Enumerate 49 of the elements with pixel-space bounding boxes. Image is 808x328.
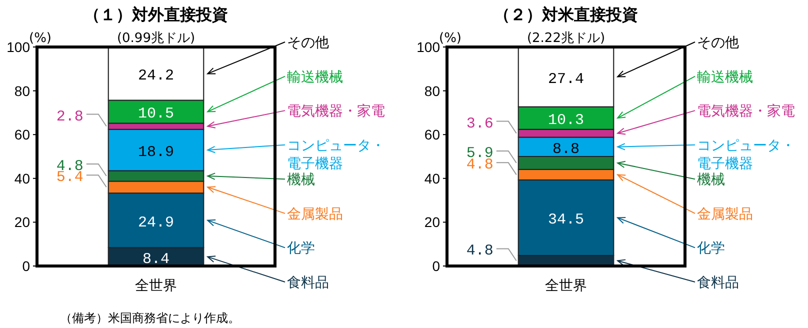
text: （備考）米国商務省により作成。 bbox=[60, 311, 240, 325]
data-label: 3.6 bbox=[466, 115, 494, 132]
chart-subtitle: (0.99兆ドル) bbox=[116, 31, 196, 46]
text: 食料品 bbox=[287, 275, 329, 291]
y-tick-label: 20 bbox=[14, 214, 30, 230]
data-label: 24.2 bbox=[138, 68, 174, 85]
text: 金属製品 bbox=[697, 206, 753, 222]
chart-title: （１）対外直接投資 bbox=[84, 5, 228, 24]
data-label: 24.9 bbox=[138, 214, 174, 232]
y-tick-label: 60 bbox=[14, 126, 30, 143]
text: 食料品 bbox=[697, 275, 739, 291]
text: 金属製品 bbox=[287, 206, 343, 222]
y-tick-label: 40 bbox=[424, 170, 440, 186]
text: 機械 bbox=[697, 172, 725, 188]
y-tick-label: 80 bbox=[424, 82, 440, 99]
data-label: 2.8 bbox=[56, 108, 84, 126]
y-tick-label: 20 bbox=[424, 214, 440, 230]
data-label: 10.3 bbox=[548, 112, 584, 130]
text: 電気機器・家電 bbox=[697, 104, 795, 120]
x-tick-label: 全世界 bbox=[545, 278, 587, 294]
data-label: 34.5 bbox=[548, 212, 584, 229]
text: コンピュータ・電子機器 bbox=[697, 138, 795, 172]
data-label: 27.4 bbox=[548, 70, 584, 88]
y-tick-label: 100 bbox=[6, 39, 30, 55]
text: 輸送機械 bbox=[697, 69, 753, 86]
data-label: 8.8 bbox=[552, 140, 580, 158]
y-tick-label: 60 bbox=[424, 126, 440, 143]
y-tick-label: 100 bbox=[416, 39, 440, 55]
chart-subtitle: (2.22兆ドル) bbox=[526, 31, 606, 46]
chart-title: （２）対米直接投資 bbox=[494, 5, 638, 24]
data-label: 10.5 bbox=[138, 106, 174, 123]
text: 電気機器・家電 bbox=[287, 104, 385, 120]
text: 機械 bbox=[287, 172, 315, 188]
text: その他 bbox=[697, 35, 739, 51]
text: 化学 bbox=[697, 240, 725, 257]
y-axis-title: (%) bbox=[439, 31, 462, 46]
y-axis-title: (%) bbox=[29, 31, 52, 46]
data-label: 4.8 bbox=[466, 242, 494, 260]
data-label: 8.4 bbox=[142, 250, 170, 268]
y-tick-label: 40 bbox=[14, 170, 30, 186]
data-label: 18.9 bbox=[138, 144, 174, 162]
y-tick-label: 80 bbox=[14, 82, 30, 99]
text: コンピュータ・電子機器 bbox=[287, 138, 385, 172]
text: その他 bbox=[287, 35, 329, 51]
x-tick-label: 全世界 bbox=[135, 278, 177, 294]
text: 化学 bbox=[287, 240, 315, 257]
y-tick-label: 0 bbox=[22, 258, 30, 274]
y-tick-label: 0 bbox=[432, 258, 440, 274]
text: 輸送機械 bbox=[287, 69, 343, 86]
